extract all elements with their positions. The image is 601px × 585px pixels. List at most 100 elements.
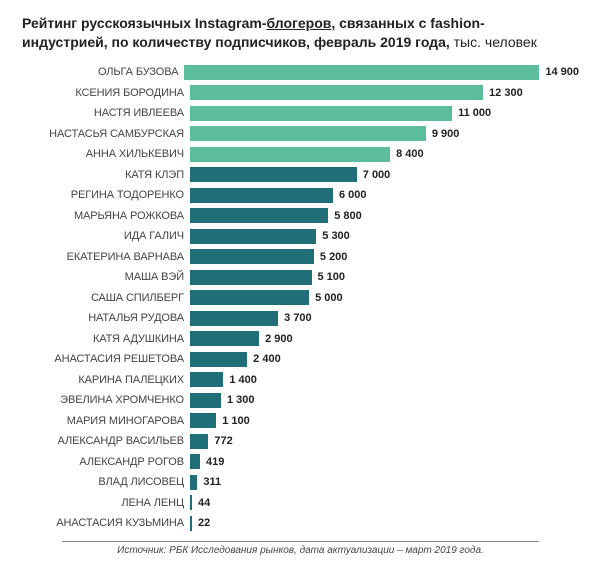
bar	[190, 311, 278, 326]
chart-row: КАТЯ КЛЭП7 000	[22, 164, 579, 185]
bar-label: ЭВЕЛИНА ХРОМЧЕНКО	[22, 394, 190, 406]
bar-value: 311	[203, 476, 221, 488]
bar-area: 1 100	[190, 413, 579, 428]
bar-label: МАША ВЭЙ	[22, 271, 190, 283]
chart-row: МАРИЯ МИНОГАРОВА1 100	[22, 410, 579, 431]
title-underlined: блогеров	[266, 15, 331, 31]
bar-value: 3 700	[284, 312, 312, 324]
chart-footnote: Источник: РБК Исследования рынков, дата …	[62, 541, 539, 556]
bar-value: 5 300	[322, 230, 350, 242]
bar-label: АНАСТАСИЯ РЕШЕТОВА	[22, 353, 190, 365]
bar	[190, 270, 312, 285]
chart-row: МАРЬЯНА РОЖКОВА 5 800	[22, 205, 579, 226]
bar-label: АЛЕКСАНДР ВАСИЛЬЕВ	[22, 435, 190, 447]
bar-area: 8 400	[190, 147, 579, 162]
chart-row: ИДА ГАЛИЧ 5 300	[22, 226, 579, 247]
bar	[190, 188, 333, 203]
bar-label: АЛЕКСАНДР РОГОВ	[22, 456, 190, 468]
bar	[190, 126, 426, 141]
bar-area: 1 400	[190, 372, 579, 387]
bar-label: МАРИЯ МИНОГАРОВА	[22, 415, 190, 427]
bar	[190, 372, 223, 387]
bar-label: РЕГИНА ТОДОРЕНКО	[22, 189, 190, 201]
bar-value: 12 300	[489, 87, 523, 99]
chart-row: ВЛАД ЛИСОВЕЦ 311	[22, 472, 579, 493]
chart-row: ОЛЬГА БУЗОВА14 900	[22, 62, 579, 83]
bar-value: 2 400	[253, 353, 281, 365]
bar-value: 5 800	[334, 210, 362, 222]
chart-row: АЛЕКСАНДР ВАСИЛЬЕВ 772	[22, 431, 579, 452]
title-line1-pre: Рейтинг русскоязычных Instagram-	[22, 15, 266, 31]
bar-value: 1 300	[227, 394, 255, 406]
bar	[190, 475, 197, 490]
bar	[190, 516, 192, 531]
bar-value: 9 900	[432, 128, 460, 140]
bar	[190, 229, 316, 244]
bar	[190, 290, 309, 305]
bar-label: МАРЬЯНА РОЖКОВА	[22, 210, 190, 222]
bar	[190, 393, 221, 408]
bar-value: 5 200	[320, 251, 348, 263]
bar-value: 14 900	[545, 66, 579, 78]
chart-row: АНАСТАСИЯ РЕШЕТОВА 2 400	[22, 349, 579, 370]
bar-area: 5 000	[190, 290, 579, 305]
bar-label: ИДА ГАЛИЧ	[22, 230, 190, 242]
bar-area: 2 900	[190, 331, 579, 346]
chart-row: КАТЯ АДУШКИНА 2 900	[22, 328, 579, 349]
chart-row: АННА ХИЛЬКЕВИЧ 8 400	[22, 144, 579, 165]
bar-value: 2 900	[265, 333, 293, 345]
bar-area: 12 300	[190, 85, 579, 100]
bar-chart: ОЛЬГА БУЗОВА14 900 КСЕНИЯ БОРОДИНА 12 300 Н…	[22, 62, 579, 534]
bar-area: 772	[190, 434, 579, 449]
bar-value: 44	[198, 497, 210, 509]
bar-label: НАСТАСЬЯ САМБУРСКАЯ	[22, 128, 190, 140]
chart-row: НАТАЛЬЯ РУДОВА3 700	[22, 308, 579, 329]
chart-title: Рейтинг русскоязычных Instagram-блогеров…	[22, 14, 579, 52]
bar	[190, 352, 247, 367]
bar-label: КСЕНИЯ БОРОДИНА	[22, 87, 190, 99]
bar-area: 14 900	[184, 65, 579, 80]
bar-value: 1 400	[229, 374, 257, 386]
bar-area: 44	[190, 495, 579, 510]
chart-row: НАСТЯ ИВЛЕЕВА11 000	[22, 103, 579, 124]
bar-area: 11 000	[190, 106, 579, 121]
bar-value: 8 400	[396, 148, 424, 160]
bar-value: 11 000	[458, 107, 491, 119]
bar-area: 1 300	[190, 393, 579, 408]
bar-area: 9 900	[190, 126, 579, 141]
bar-value: 5 100	[318, 271, 346, 283]
bar-label: КАТЯ КЛЭП	[22, 169, 190, 181]
bar	[190, 249, 314, 264]
bar-area: 5 800	[190, 208, 579, 223]
bar-area: 2 400	[190, 352, 579, 367]
bar-value: 22	[198, 517, 210, 529]
bar-label: ЕКАТЕРИНА ВАРНАВА	[22, 251, 190, 263]
bar-area: 5 100	[190, 270, 579, 285]
chart-row: МАША ВЭЙ 5 100	[22, 267, 579, 288]
bar	[190, 85, 483, 100]
bar-value: 419	[206, 456, 224, 468]
chart-row: РЕГИНА ТОДОРЕНКО6 000	[22, 185, 579, 206]
bar	[190, 106, 452, 121]
bar-label: САША СПИЛБЕРГ	[22, 292, 190, 304]
bar-area: 5 300	[190, 229, 579, 244]
bar-label: АНАСТАСИЯ КУЗЬМИНА	[22, 517, 190, 529]
chart-row: НАСТАСЬЯ САМБУРСКАЯ 9 900	[22, 123, 579, 144]
chart-row: ЭВЕЛИНА ХРОМЧЕНКО 1 300	[22, 390, 579, 411]
title-line1-post: , связанных с fashion-	[331, 15, 484, 31]
bar-label: АННА ХИЛЬКЕВИЧ	[22, 148, 190, 160]
bar-label: ВЛАД ЛИСОВЕЦ	[22, 476, 190, 488]
bar-area: 7 000	[190, 167, 579, 182]
bar-label: ЛЕНА ЛЕНЦ	[22, 497, 190, 509]
chart-row: КАРИНА ПАЛЕЦКИХ 1 400	[22, 369, 579, 390]
bar-area: 5 200	[190, 249, 579, 264]
bar-area: 6 000	[190, 188, 579, 203]
bar-value: 772	[214, 435, 232, 447]
bar-area: 419	[190, 454, 579, 469]
bar-label: КАТЯ АДУШКИНА	[22, 333, 190, 345]
chart-row: АНАСТАСИЯ КУЗЬМИНА 22	[22, 513, 579, 534]
bar	[190, 147, 390, 162]
bar-label: КАРИНА ПАЛЕЦКИХ	[22, 374, 190, 386]
bar-area: 311	[190, 475, 579, 490]
bar	[190, 434, 208, 449]
